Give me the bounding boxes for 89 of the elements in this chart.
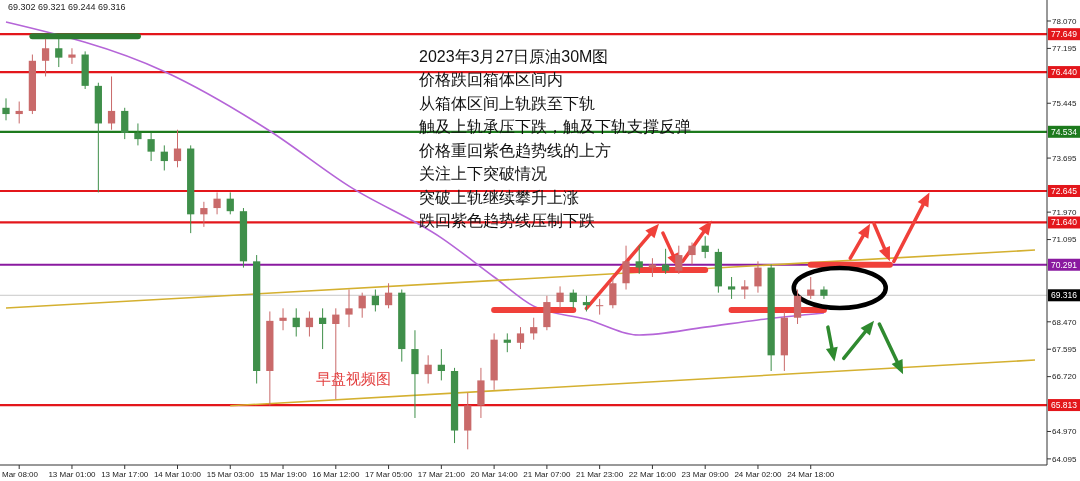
candlestick [213,191,221,215]
annotation: 从箱体区间上轨跌至下轨 [419,94,595,112]
candlestick [292,307,300,338]
candlestick [424,354,432,385]
candlestick [648,257,657,278]
candlestick [147,132,155,162]
y-tick-label: 71.970 [1052,207,1078,217]
candlestick [437,348,445,381]
annotation: 触及上轨承压下跌，触及下轨支撑反弹 [419,118,691,135]
candlestick [134,122,142,146]
candlestick [384,282,393,309]
text: 2023年3月27日原油30M图 [419,48,609,65]
y-tick-label: 67.595 [1052,345,1078,355]
x-tick-label: 13 Mar 17:00 [101,470,149,479]
ref-line-label: 72.645 [1051,185,1078,196]
candlestick [318,307,327,350]
candlestick [661,248,670,275]
candlestick [279,307,287,331]
candlestick [820,285,828,300]
x-tick-label: 17 Mar 05:00 [365,470,413,479]
x-tick-label: 21 Mar 07:00 [523,470,572,479]
candlestick [516,326,525,350]
y-tick-label: 77.195 [1052,44,1078,54]
candlestick [622,245,630,291]
candlestick [807,276,815,300]
candlestick [68,47,76,65]
candlestick [173,129,182,168]
candlestick [556,285,564,309]
candlestick [754,260,762,294]
candlestick [727,276,736,300]
y-tick-label: 71.095 [1052,235,1078,245]
x-tick-label: 17 Mar 21:00 [417,470,466,479]
annotation: 价格重回紫色趋势线的上方 [418,141,611,159]
candlestick [107,75,116,131]
y-tick-label: 75.445 [1052,99,1078,109]
x-tick-label: 14 Mar 10:00 [153,470,202,479]
candlestick [371,289,380,312]
ref-line-label: 76.440 [1051,67,1078,78]
candlestick [596,298,604,316]
candlestick [741,279,749,300]
candlestick [41,38,50,77]
candlestick [2,97,10,121]
ref-line-label: 65.813 [1051,400,1078,411]
annotation: 69.302 69.321 69.244 69.316 [8,2,126,12]
x-tick-label: 24 Mar 18:00 [787,470,835,479]
candlestick [305,310,314,338]
y-tick-label: 78.070 [1052,16,1078,26]
line-series [5,21,825,336]
candlestick [121,107,129,140]
candlestick [569,289,577,309]
ref-line-label: 74.534 [1051,126,1078,137]
x-tick-label: 24 Mar 02:00 [734,470,783,479]
candlestick [226,191,234,215]
candlestick [200,201,208,228]
candlestick [503,332,511,353]
x-tick-label: 15 Mar 03:00 [206,470,255,479]
candlestick [793,289,802,325]
x-tick-label: 21 Mar 23:00 [576,470,624,479]
y-tick-label: 64.095 [1052,454,1078,464]
candlestick [345,289,353,328]
candlestick [530,317,538,341]
candlestick [675,245,683,275]
x-tick-label: 22 Mar 16:00 [628,470,677,479]
candlestick [609,276,617,309]
x-tick-label: 23 Mar 09:00 [681,470,730,479]
y-tick-label: 64.970 [1052,427,1078,437]
annotation: 关注上下突破情况 [419,165,547,182]
ref-line-label: 77.649 [1051,29,1078,40]
candlestick [160,144,168,171]
candlestick [688,242,696,265]
candlestick [15,101,23,124]
ref-line-label: 71.640 [1051,217,1078,228]
candlestick [635,245,643,275]
candlestick [701,235,709,259]
candlestick [358,292,366,319]
ref-line-label: 70.291 [1051,259,1078,270]
x-tick-label: 15 Mar 19:00 [259,470,308,479]
y-tick-label: 66.720 [1052,372,1078,382]
x-tick-label: 13 Mar 01:00 [48,470,97,479]
annotation: 价格跌回箱体区间内 [418,71,563,88]
annotation: 突破上轨继续攀升上涨 [419,188,579,206]
x-tick-label: Mar 08:00 [1,470,39,479]
ref-line-label: 69.316 [1051,290,1078,301]
x-tick-label: 16 Mar 12:00 [312,470,360,479]
y-tick-label: 73.695 [1052,153,1078,163]
x-tick-label: 20 Mar 14:00 [470,470,519,479]
candlestick [55,38,63,68]
y-tick-label: 68.470 [1052,317,1078,327]
annotation: 早盘视频图 [316,370,391,387]
